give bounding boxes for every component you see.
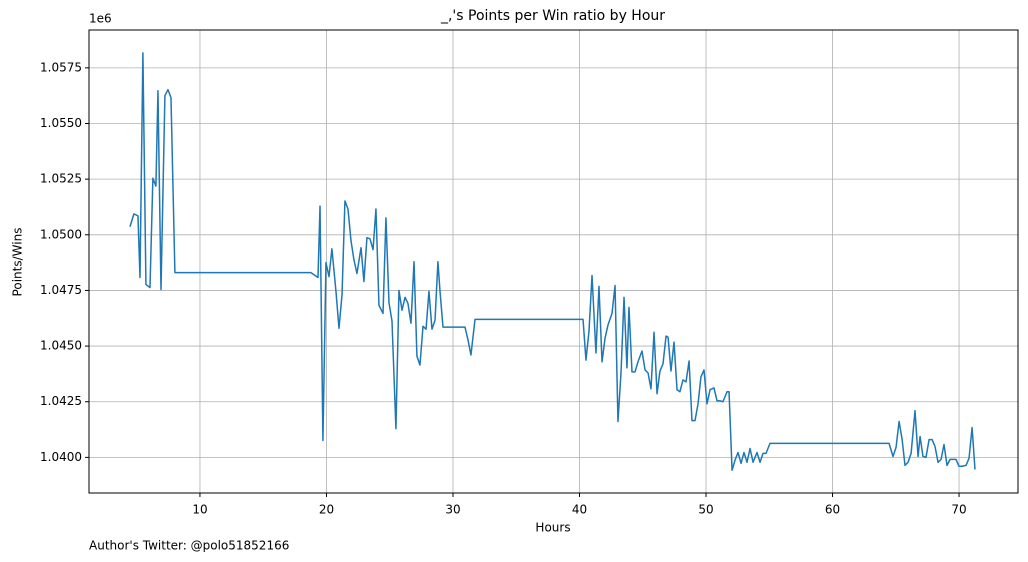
x-tick-label: 70 [951,503,966,517]
x-axis-label: Hours [535,521,570,535]
y-tick-label: 1.0575 [40,60,82,74]
y-axis-label: Points/Wins [11,228,25,297]
y-tick-label: 1.0500 [40,227,82,241]
y-tick-label: 1.0400 [40,450,82,464]
x-tick-label: 10 [192,503,207,517]
plot [129,52,976,472]
plot-frame [88,29,1019,494]
y-tick-label: 1.0525 [40,172,82,186]
footer: Author's Twitter: @polo51852166 [89,539,289,553]
y-offset-label: 1e6 [89,12,112,26]
x-tick-label: 30 [445,503,460,517]
x-tick-label: 50 [698,503,713,517]
grid [89,30,1018,493]
y-tick-label: 1.0475 [40,283,82,297]
x-tick-label: 40 [572,503,587,517]
x-tick-label: 20 [319,503,334,517]
x-tick-label: 60 [825,503,840,517]
y-tick-label: 1.0450 [40,339,82,353]
chart-title: _,'s Points per Win ratio by Hour [440,8,665,24]
y-tick-label: 1.0425 [40,394,82,408]
data-line [129,52,976,472]
y-tick-label: 1.0550 [40,116,82,130]
